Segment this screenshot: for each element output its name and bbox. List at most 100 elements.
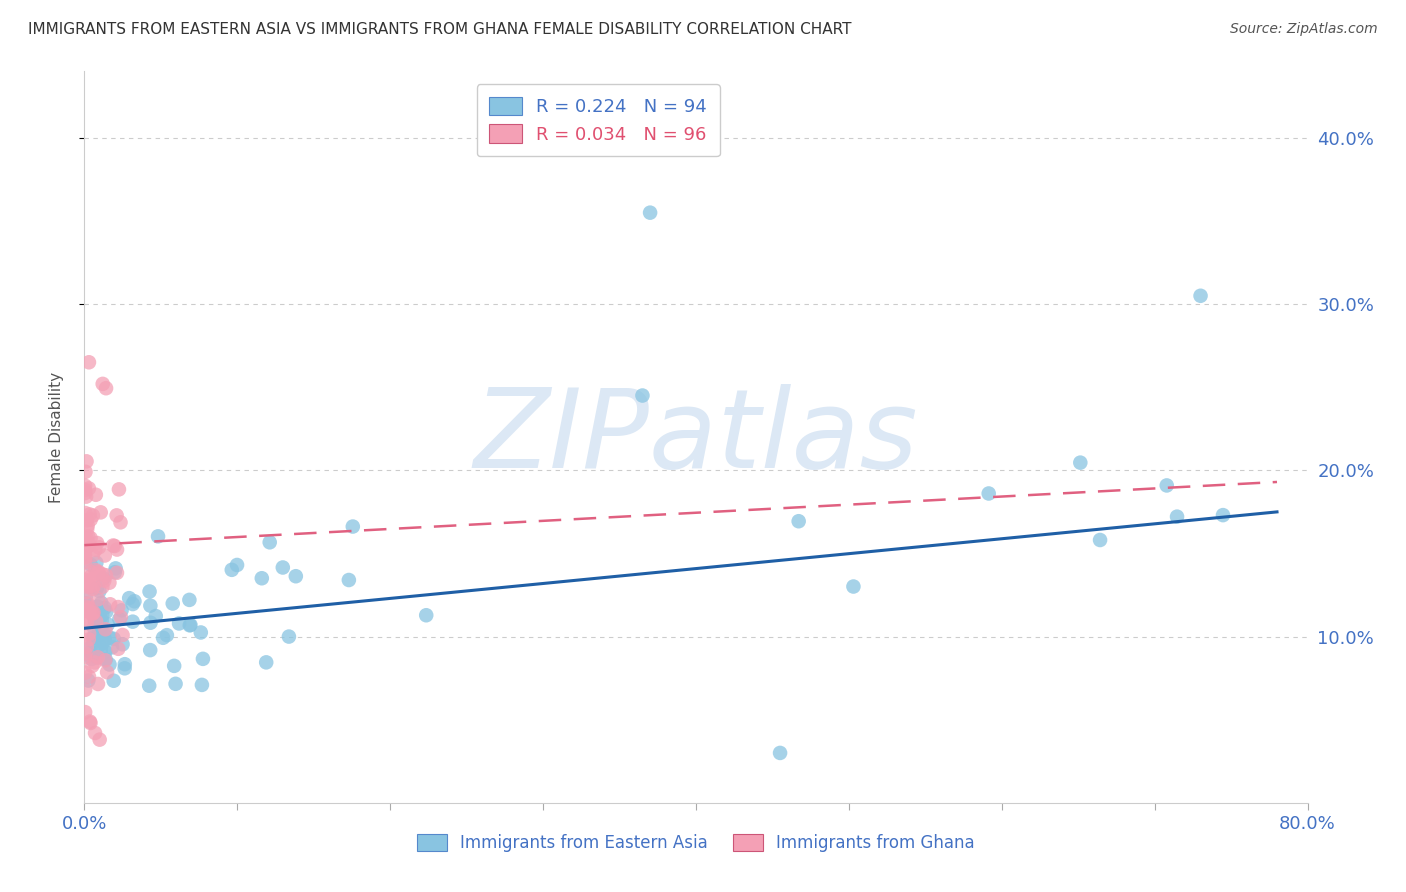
Point xyxy=(191,678,214,692)
Point xyxy=(105,542,128,557)
Point xyxy=(259,535,281,549)
Point xyxy=(110,603,132,617)
Point xyxy=(77,355,100,369)
Point xyxy=(787,514,810,528)
Point xyxy=(86,581,108,595)
Point xyxy=(89,609,111,624)
Point xyxy=(77,673,100,688)
Point xyxy=(83,621,105,635)
Point xyxy=(75,647,97,661)
Point xyxy=(769,746,792,760)
Point xyxy=(89,732,111,747)
Point xyxy=(76,539,98,553)
Point xyxy=(83,579,105,593)
Point xyxy=(107,600,129,615)
Point xyxy=(114,657,136,672)
Point xyxy=(94,622,117,636)
Point xyxy=(83,606,105,620)
Point xyxy=(75,479,97,493)
Point xyxy=(103,673,125,688)
Point xyxy=(121,597,143,611)
Point xyxy=(79,538,101,552)
Point xyxy=(75,573,97,587)
Point xyxy=(842,580,865,594)
Point xyxy=(86,650,108,665)
Point xyxy=(97,617,120,632)
Point xyxy=(76,454,98,468)
Point xyxy=(415,608,437,623)
Point xyxy=(90,505,112,519)
Point xyxy=(77,482,100,496)
Point xyxy=(121,615,143,629)
Point xyxy=(87,639,110,653)
Point xyxy=(82,631,104,645)
Point xyxy=(91,608,114,623)
Point xyxy=(1069,456,1091,470)
Point xyxy=(98,657,121,672)
Point xyxy=(82,572,104,586)
Point xyxy=(83,656,105,670)
Point xyxy=(118,591,141,606)
Text: ZIPatlas: ZIPatlas xyxy=(474,384,918,491)
Point xyxy=(86,556,108,570)
Point xyxy=(82,636,104,650)
Point xyxy=(89,612,111,626)
Point xyxy=(75,600,97,615)
Point xyxy=(79,513,101,527)
Point xyxy=(254,656,277,670)
Point xyxy=(75,483,97,497)
Point xyxy=(111,628,134,642)
Point xyxy=(93,574,115,588)
Point xyxy=(124,594,146,608)
Point xyxy=(277,630,299,644)
Point xyxy=(271,560,294,574)
Point xyxy=(75,589,97,603)
Point xyxy=(138,679,160,693)
Point xyxy=(190,625,212,640)
Point xyxy=(75,612,97,626)
Point xyxy=(108,612,131,626)
Point xyxy=(75,506,97,520)
Point xyxy=(165,677,187,691)
Point xyxy=(87,565,110,579)
Point xyxy=(76,597,98,611)
Point xyxy=(156,628,179,642)
Point xyxy=(108,483,131,497)
Point xyxy=(101,640,124,655)
Point xyxy=(87,622,110,636)
Point xyxy=(75,550,97,565)
Point xyxy=(77,632,100,647)
Point xyxy=(104,566,127,580)
Point xyxy=(82,606,104,620)
Point xyxy=(94,601,117,615)
Point xyxy=(75,490,97,504)
Point xyxy=(76,615,98,630)
Point xyxy=(226,558,249,572)
Point xyxy=(79,603,101,617)
Point xyxy=(93,571,115,585)
Point xyxy=(86,630,108,644)
Point xyxy=(75,486,97,500)
Point xyxy=(1189,289,1212,303)
Point xyxy=(250,571,273,585)
Point xyxy=(138,584,160,599)
Point xyxy=(75,682,97,697)
Point xyxy=(87,541,110,555)
Point xyxy=(79,531,101,545)
Point xyxy=(75,531,97,545)
Point xyxy=(80,652,103,666)
Point xyxy=(75,555,97,569)
Point xyxy=(91,635,114,649)
Point xyxy=(1088,533,1111,547)
Point xyxy=(79,570,101,584)
Point xyxy=(96,665,118,680)
Point xyxy=(638,205,661,219)
Point xyxy=(75,650,97,665)
Point xyxy=(1156,478,1178,492)
Point xyxy=(91,376,114,391)
Point xyxy=(101,539,124,553)
Point xyxy=(90,613,112,627)
Point xyxy=(167,616,190,631)
Point xyxy=(75,665,97,680)
Point xyxy=(977,486,1000,500)
